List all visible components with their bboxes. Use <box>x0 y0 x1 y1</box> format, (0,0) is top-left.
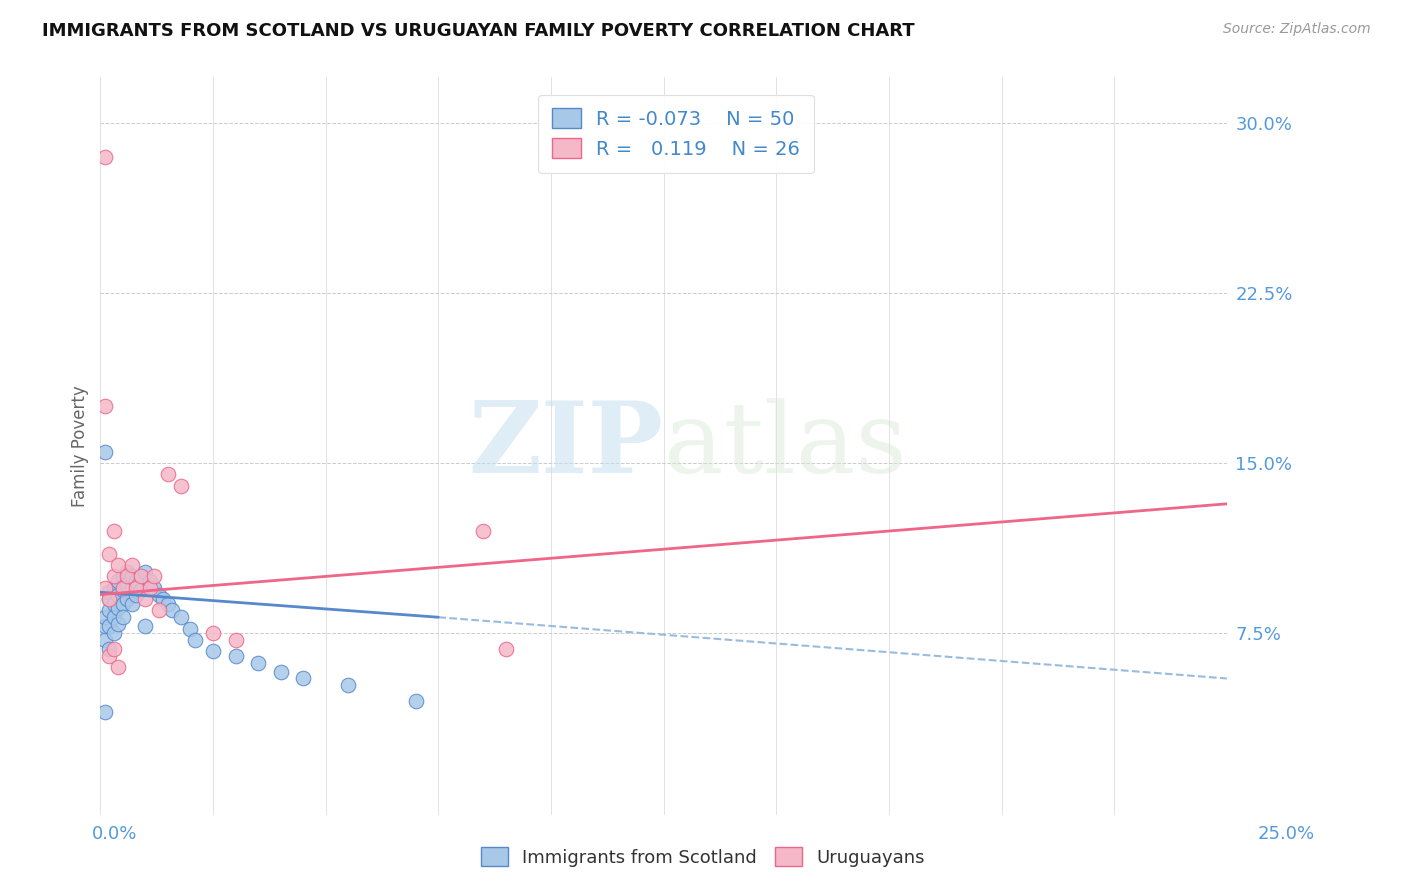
Point <box>98 642 121 657</box>
Point <box>152 592 174 607</box>
Point <box>103 597 125 611</box>
Point <box>98 592 121 607</box>
Point <box>98 619 121 633</box>
Point <box>117 592 139 607</box>
Point <box>405 694 427 708</box>
Point <box>129 569 152 583</box>
Point <box>107 558 129 572</box>
Point <box>94 632 117 647</box>
Point <box>98 603 121 617</box>
Point <box>125 588 148 602</box>
Point <box>94 706 117 720</box>
Point <box>292 672 315 686</box>
Text: atlas: atlas <box>664 398 907 494</box>
Y-axis label: Family Poverty: Family Poverty <box>72 385 89 507</box>
Point <box>98 585 121 599</box>
Point <box>139 574 162 588</box>
Legend: Immigrants from Scotland, Uruguayans: Immigrants from Scotland, Uruguayans <box>474 840 932 874</box>
Point <box>143 581 166 595</box>
Point <box>337 678 360 692</box>
Point <box>111 569 134 583</box>
Point <box>472 524 495 538</box>
Point <box>121 581 143 595</box>
Point <box>134 592 156 607</box>
Point <box>129 582 152 597</box>
Point <box>139 581 162 595</box>
Point <box>162 603 184 617</box>
Point <box>125 574 148 588</box>
Point <box>103 626 125 640</box>
Point <box>103 610 125 624</box>
Text: 25.0%: 25.0% <box>1257 825 1315 843</box>
Point <box>107 574 129 588</box>
Point <box>156 597 179 611</box>
Point <box>201 626 224 640</box>
Point <box>94 400 117 414</box>
Point <box>495 642 517 657</box>
Point <box>107 617 129 632</box>
Point <box>98 648 121 663</box>
Text: Source: ZipAtlas.com: Source: ZipAtlas.com <box>1223 22 1371 37</box>
Point <box>94 150 117 164</box>
Point <box>225 648 247 663</box>
Point <box>129 569 152 583</box>
Text: 0.0%: 0.0% <box>91 825 136 843</box>
Point <box>148 603 170 617</box>
Point <box>107 588 129 602</box>
Point <box>247 656 270 670</box>
Point <box>121 558 143 572</box>
Point <box>201 644 224 658</box>
Point <box>156 467 179 482</box>
Point <box>121 597 143 611</box>
Point <box>225 632 247 647</box>
Point <box>270 665 292 679</box>
Point <box>103 524 125 538</box>
Point <box>117 565 139 579</box>
Point <box>111 597 134 611</box>
Point <box>98 592 121 607</box>
Point <box>179 622 201 636</box>
Text: IMMIGRANTS FROM SCOTLAND VS URUGUAYAN FAMILY POVERTY CORRELATION CHART: IMMIGRANTS FROM SCOTLAND VS URUGUAYAN FA… <box>42 22 915 40</box>
Point <box>117 569 139 583</box>
Point <box>170 478 193 492</box>
Point <box>111 581 134 595</box>
Point <box>103 569 125 583</box>
Point <box>117 578 139 592</box>
Point <box>143 569 166 583</box>
Point <box>170 610 193 624</box>
Point <box>111 610 134 624</box>
Point <box>121 569 143 583</box>
Point <box>94 619 117 633</box>
Point <box>107 660 129 674</box>
Point <box>94 444 117 458</box>
Point <box>134 619 156 633</box>
Point <box>125 581 148 595</box>
Point <box>94 610 117 624</box>
Point <box>103 581 125 595</box>
Text: ZIP: ZIP <box>468 398 664 494</box>
Point <box>111 582 134 597</box>
Point <box>98 547 121 561</box>
Legend: R = -0.073    N = 50, R =   0.119    N = 26: R = -0.073 N = 50, R = 0.119 N = 26 <box>538 95 814 172</box>
Point <box>103 642 125 657</box>
Point <box>184 632 207 647</box>
Point <box>94 581 117 595</box>
Point <box>107 601 129 615</box>
Point <box>134 565 156 579</box>
Point <box>148 588 170 602</box>
